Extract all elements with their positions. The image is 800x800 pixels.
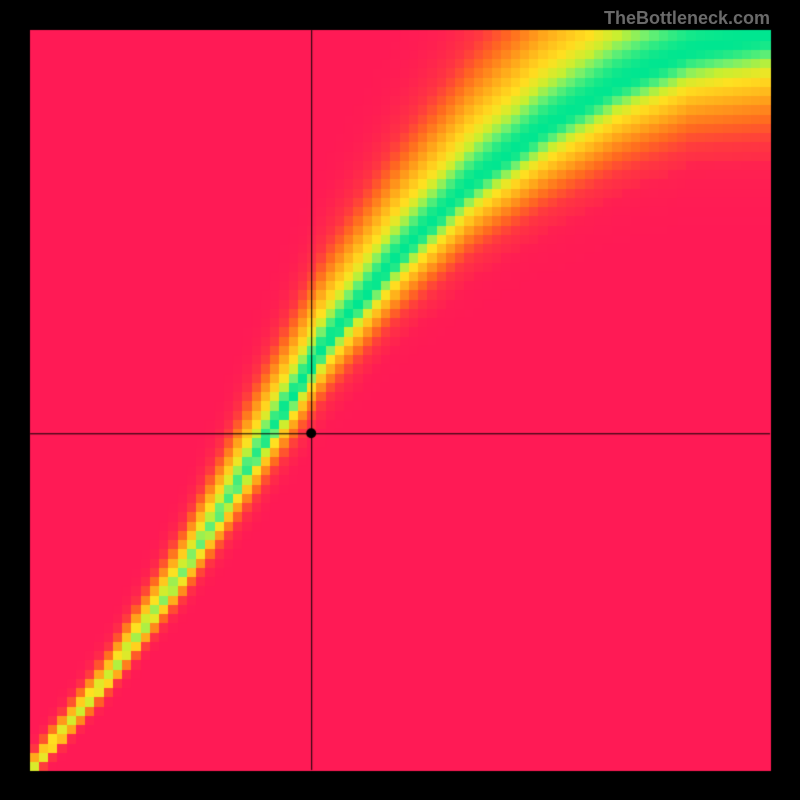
chart-container: TheBottleneck.com bbox=[0, 0, 800, 800]
watermark-text: TheBottleneck.com bbox=[604, 8, 770, 29]
crosshair-overlay bbox=[0, 0, 800, 800]
